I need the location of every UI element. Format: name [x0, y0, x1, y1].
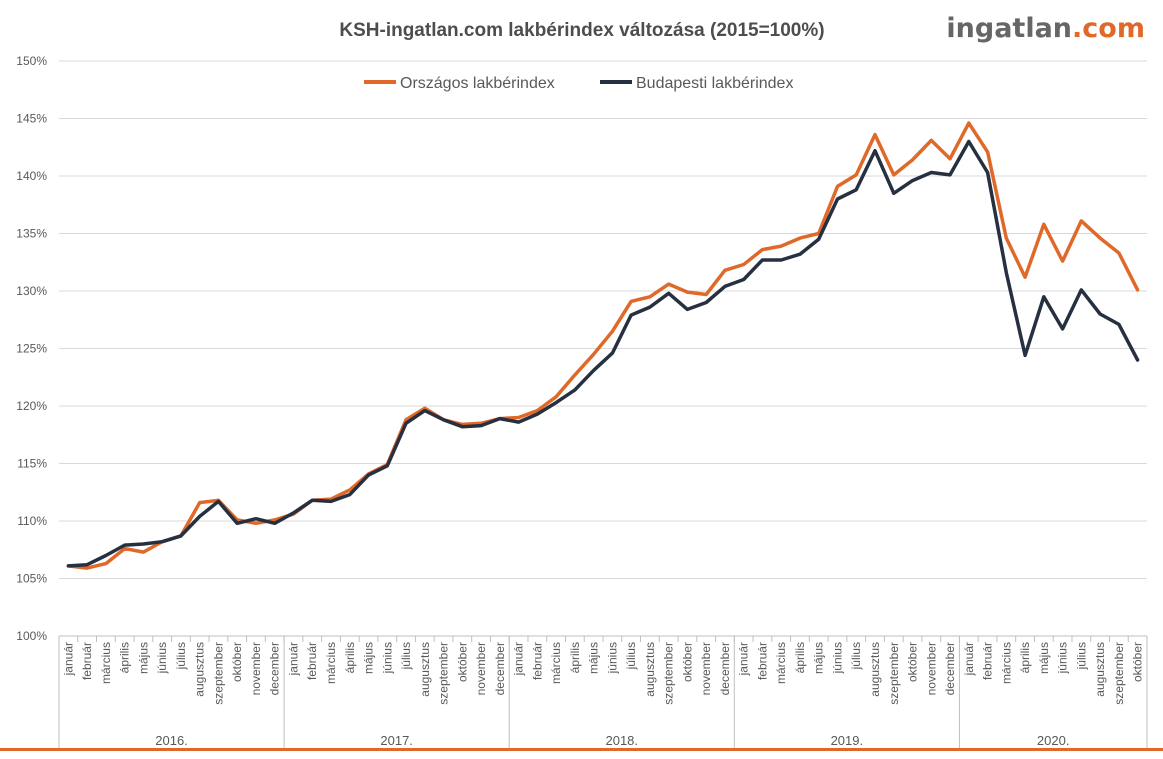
y-tick-label: 125%	[16, 342, 47, 356]
brand-logo: ingatlan.com	[946, 13, 1145, 44]
x-tick-label: július	[1074, 642, 1088, 670]
x-tick-label: január	[286, 642, 300, 676]
y-tick-label: 135%	[16, 227, 47, 241]
bottom-accent-bar	[0, 748, 1163, 751]
y-tick-label: 140%	[16, 169, 47, 183]
x-tick-label: február	[80, 642, 94, 680]
x-tick-label: március	[774, 642, 788, 684]
x-tick-label: július	[624, 642, 638, 670]
x-tick-label: július	[849, 642, 863, 670]
legend-label-budapesti: Budapesti lakbérindex	[636, 75, 793, 92]
series-line-budapesti	[66, 139, 1140, 568]
x-tick-label: szeptember	[1112, 642, 1126, 705]
x-tick-label: február	[530, 642, 544, 680]
chart-legend: Országos lakbérindex Budapesti lakbérind…	[364, 75, 793, 92]
legend-label-orszagos: Országos lakbérindex	[400, 75, 555, 92]
x-tick-label: május	[136, 642, 150, 674]
x-tick-label: augusztus	[418, 642, 432, 697]
year-label: 2020.	[1037, 733, 1070, 748]
x-tick-label: február	[755, 642, 769, 680]
x-tick-label: május	[812, 642, 826, 674]
accent-strip	[0, 748, 1163, 751]
logo-part-com: .com	[1072, 13, 1145, 44]
y-tick-label: 110%	[17, 514, 47, 528]
x-tick-label: szeptember	[437, 642, 451, 705]
x-tick-label: március	[99, 642, 113, 684]
x-tick-label: augusztus	[193, 642, 207, 697]
x-tick-label: október	[230, 642, 244, 682]
x-tick-label: június	[605, 642, 619, 674]
y-tick-label: 130%	[16, 284, 47, 298]
x-tick-label: február	[305, 642, 319, 680]
x-tick-label: december	[268, 642, 282, 695]
x-tick-label: július	[174, 642, 188, 670]
x-tick-label: szeptember	[887, 642, 901, 705]
x-axis: január február március április május június jú…	[58, 635, 1148, 748]
x-tick-label: október	[680, 642, 694, 682]
x-tick-label: október	[1131, 642, 1145, 682]
x-tick-label: február	[981, 642, 995, 680]
y-tick-label: 145%	[16, 112, 47, 126]
year-label: 2018.	[605, 733, 638, 748]
x-tick-label: március	[999, 642, 1013, 684]
x-tick-label: november	[249, 642, 263, 695]
y-tick-label: 150%	[16, 54, 47, 68]
gridlines	[59, 60, 1147, 579]
x-tick-label: április	[118, 642, 132, 673]
y-tick-label: 120%	[16, 399, 47, 413]
x-tick-label: április	[793, 642, 807, 673]
year-label: 2016.	[155, 733, 188, 748]
x-tick-label: január	[737, 642, 751, 676]
x-tick-label: május	[362, 642, 376, 674]
x-tick-label: december	[493, 642, 507, 695]
x-tick-label: szeptember	[662, 642, 676, 705]
x-tick-label: január	[962, 642, 976, 676]
x-tick-label: március	[324, 642, 338, 684]
x-tick-label: április	[568, 642, 582, 673]
x-tick-label: január	[61, 642, 75, 676]
x-tick-label: május	[587, 642, 601, 674]
y-tick-label: 105%	[16, 572, 47, 586]
x-tick-label: október	[455, 642, 469, 682]
x-tick-label: október	[906, 642, 920, 682]
series-line-orszagos	[66, 121, 1140, 570]
x-tick-label: december	[718, 642, 732, 695]
x-tick-label: június	[830, 642, 844, 674]
chart-title: KSH-ingatlan.com lakbérindex változása (…	[339, 20, 824, 41]
x-tick-label: augusztus	[1093, 642, 1107, 697]
x-tick-label: augusztus	[643, 642, 657, 697]
x-tick-label: június	[155, 642, 169, 674]
logo-part-ingatlan: ingatlan	[946, 13, 1072, 44]
x-tick-label: szeptember	[211, 642, 225, 705]
x-tick-label: augusztus	[868, 642, 882, 697]
x-tick-label: május	[1037, 642, 1051, 674]
x-tick-label: április	[343, 642, 357, 673]
year-label: 2019.	[831, 733, 864, 748]
x-tick-label: november	[699, 642, 713, 695]
year-label: 2017.	[380, 733, 413, 748]
y-axis-ticks: 100% 105% 110% 115% 120% 125% 130% 135% 140% 145%…	[16, 54, 47, 643]
x-tick-label: június	[380, 642, 394, 674]
x-tick-label: január	[512, 642, 526, 676]
brand-logo-text: ingatlan.com	[946, 13, 1145, 44]
x-tick-label: március	[549, 642, 563, 684]
x-tick-label: július	[399, 642, 413, 670]
x-tick-label: november	[924, 642, 938, 695]
x-tick-label: április	[1018, 642, 1032, 673]
x-tick-label: december	[943, 642, 957, 695]
y-tick-label: 100%	[16, 629, 47, 643]
x-tick-label: november	[474, 642, 488, 695]
series-lines	[66, 121, 1140, 570]
y-tick-label: 115%	[17, 457, 47, 471]
x-tick-label: június	[1056, 642, 1070, 674]
